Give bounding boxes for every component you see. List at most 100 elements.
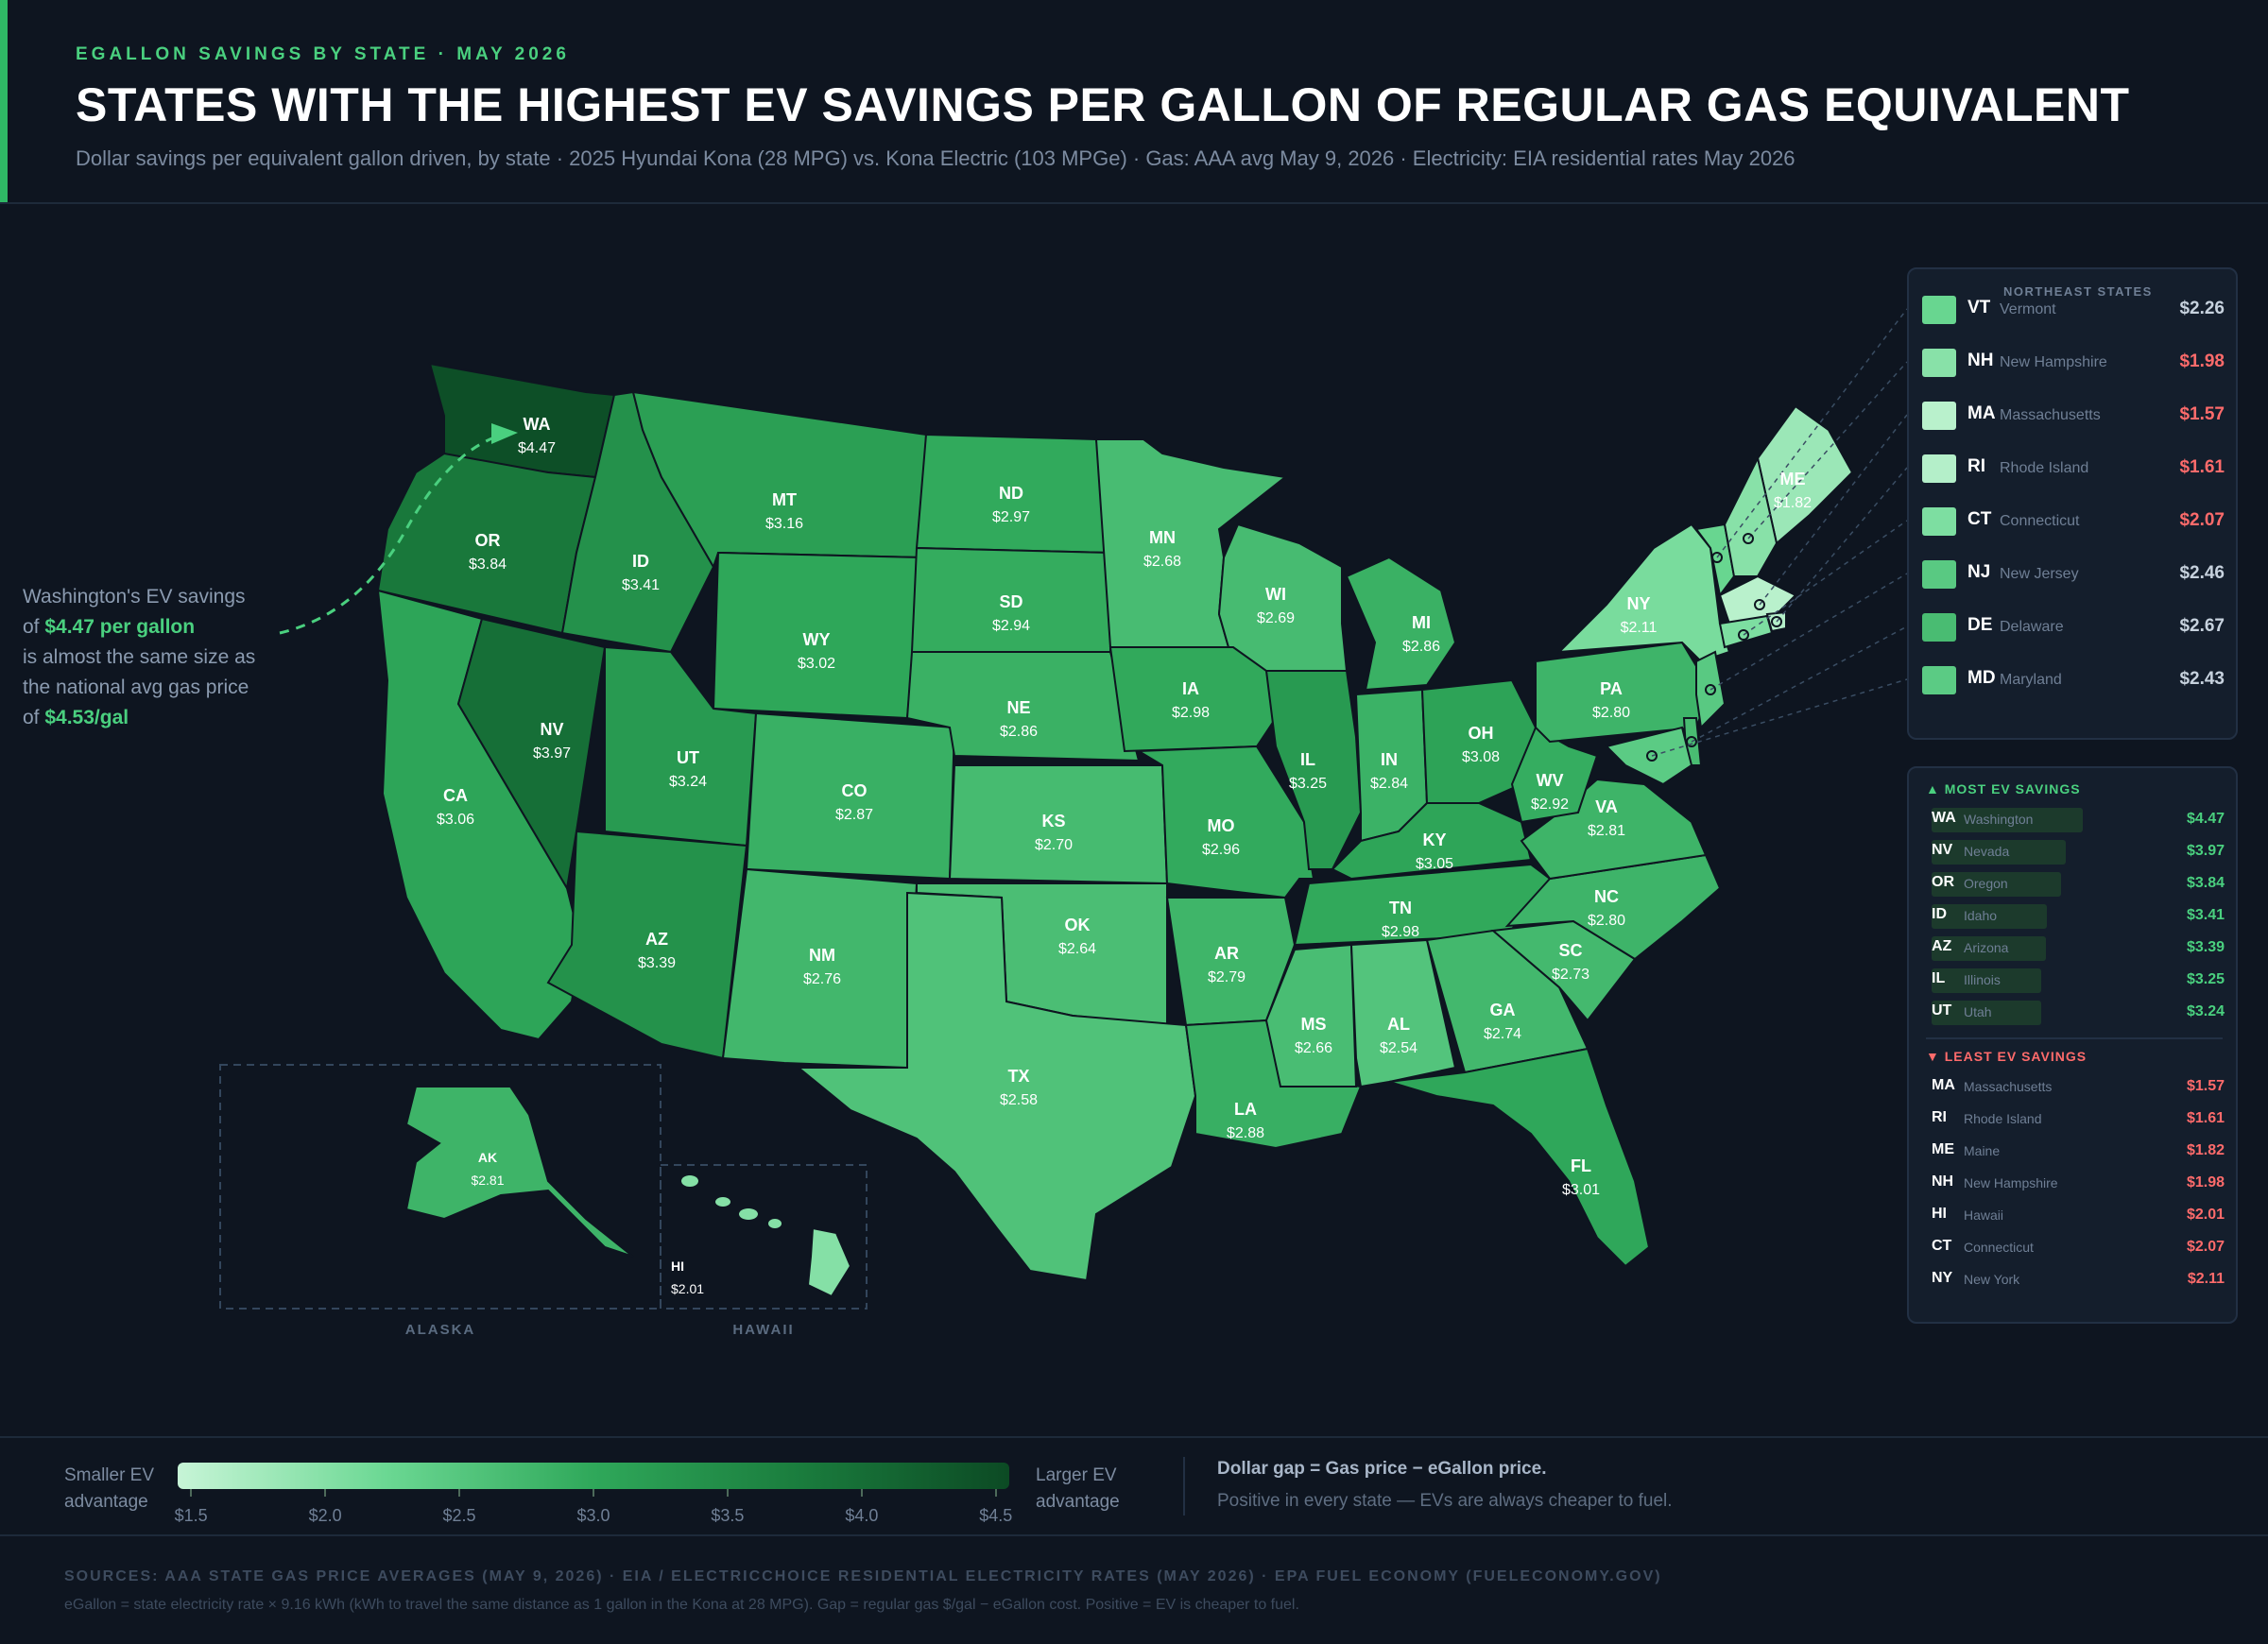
callout-line-1: Washington's EV savings [23, 586, 246, 608]
callout-line-3: the national avg gas price [23, 676, 249, 698]
state-label-pa: PA [1600, 679, 1623, 698]
state-value-mi: $2.86 [1402, 639, 1440, 655]
state-value-pa: $2.80 [1592, 705, 1630, 721]
state-name: Delaware [2000, 619, 2064, 635]
state-vt [1694, 522, 1736, 598]
state-label-co: CO [842, 781, 868, 800]
state-value-fl: $3.01 [1562, 1182, 1600, 1198]
state-value-ky: $3.05 [1416, 856, 1453, 872]
state-label-wa: WA [524, 415, 551, 434]
state-abbr: MD [1967, 668, 1996, 688]
state-value-mo: $2.96 [1202, 842, 1240, 858]
page-title: STATES WITH THE HIGHEST EV SAVINGS PER G… [76, 78, 2130, 131]
state-name: Idaho [1964, 908, 1998, 923]
state-label-oh: OH [1469, 724, 1494, 743]
northeast-row-nh: NH New Hampshire $1.98 [1922, 345, 2225, 379]
state-value: $1.61 [2186, 1110, 2225, 1126]
northeast-row-ma: MA Massachusetts $1.57 [1922, 398, 2225, 432]
state-name: New Hampshire [2000, 354, 2107, 370]
color-scale-bar [178, 1463, 1009, 1489]
state-mo [1135, 745, 1315, 899]
state-label-sc: SC [1558, 941, 1582, 960]
footnote: eGallon = state electricity rate × 9.16 … [64, 1597, 1299, 1613]
state-label-az: AZ [645, 930, 668, 949]
leader-dot [1705, 684, 1716, 695]
state-name: Connecticut [1964, 1240, 2034, 1255]
legend-tick-label: $2.5 [442, 1506, 476, 1525]
kicker: EGALLON SAVINGS BY STATE · MAY 2026 [76, 44, 570, 64]
state-value-al: $2.54 [1380, 1040, 1418, 1056]
state-label-in: IN [1381, 750, 1398, 769]
state-value-ut: $3.24 [669, 774, 707, 790]
state-ga [1425, 929, 1589, 1074]
state-label-va: VA [1595, 797, 1618, 816]
state-abbr: HI [1932, 1206, 1947, 1222]
state-value: $2.07 [2186, 1239, 2225, 1255]
state-abbr: ID [1932, 906, 1947, 922]
legend-tick-mark [458, 1489, 461, 1497]
least-row-ny: NY New York $2.11 [1932, 1266, 2225, 1294]
accent-bar [0, 0, 8, 202]
leader-dot [1771, 616, 1782, 627]
sources-line: SOURCES: AAA STATE GAS PRICE AVERAGES (M… [64, 1568, 1662, 1584]
state-abbr: NJ [1967, 562, 1991, 582]
state-value-ga: $2.74 [1484, 1026, 1521, 1042]
legend-tick-mark [860, 1489, 863, 1497]
least-row-hi: HI Hawaii $2.01 [1932, 1202, 2225, 1230]
state-value-wv: $2.92 [1531, 796, 1569, 813]
northeast-panel: NORTHEAST STATES VT Vermont $2.26 NH New Ham… [1907, 267, 2238, 740]
state-ak [404, 1086, 634, 1258]
state-name: Arizona [1964, 940, 2009, 955]
state-value-ne: $2.86 [1000, 724, 1038, 740]
color-swatch [1922, 666, 1956, 694]
state-abbr: UT [1932, 1002, 1952, 1019]
state-value-id: $3.41 [622, 577, 660, 593]
state-label-mn: MN [1149, 528, 1176, 547]
leader-dot [1711, 552, 1723, 563]
state-label-ms: MS [1301, 1015, 1327, 1034]
legend-tick-mark [726, 1489, 729, 1497]
legend-tick-mark [593, 1489, 594, 1497]
state-value-sc: $2.73 [1552, 967, 1589, 983]
legend-tick-label: $3.5 [711, 1506, 745, 1525]
state-value-ia: $2.98 [1172, 705, 1210, 721]
state-value-oh: $3.08 [1462, 749, 1500, 765]
state-value-mn: $2.68 [1143, 554, 1181, 570]
northeast-row-de: DE Delaware $2.67 [1922, 609, 2225, 643]
state-label-la: LA [1234, 1100, 1257, 1119]
state-name: New Jersey [2000, 566, 2079, 582]
state-label-ak: AK [478, 1150, 497, 1165]
state-abbr: MA [1932, 1077, 1955, 1093]
state-az [546, 830, 748, 1060]
hawaii-island-2 [715, 1197, 730, 1207]
color-swatch [1922, 613, 1956, 642]
callout-line-2: is almost the same size as [23, 646, 256, 668]
state-value: $1.57 [2186, 1078, 2225, 1094]
state-name: Illinois [1964, 972, 2001, 987]
state-name: New Hampshire [1964, 1175, 2058, 1190]
northeast-row-nj: NJ New Jersey $2.46 [1922, 557, 2225, 591]
state-label-id: ID [632, 552, 649, 571]
state-value-nc: $2.80 [1588, 913, 1625, 929]
state-label-nc: NC [1594, 887, 1619, 906]
most-row-or: OR Oregon $3.84 [1932, 870, 2225, 899]
state-label-mi: MI [1412, 613, 1431, 632]
northeast-row-ri: RI Rhode Island $1.61 [1922, 451, 2225, 485]
least-row-ri: RI Rhode Island $1.61 [1932, 1105, 2225, 1134]
legend-right-label: Larger EV advantage [1036, 1463, 1120, 1516]
savings-bar [1932, 904, 2047, 929]
state-abbr: OR [1932, 874, 1954, 890]
leader-line [1710, 573, 1908, 691]
state-value: $2.11 [2187, 1271, 2225, 1287]
state-name: Nevada [1964, 844, 2010, 859]
state-abbr: ME [1932, 1141, 1954, 1157]
state-value-or: $3.84 [469, 557, 507, 573]
color-swatch [1922, 507, 1956, 536]
state-mi [1345, 556, 1457, 692]
state-value-nv: $3.97 [533, 745, 571, 762]
state-abbr: AZ [1932, 938, 1952, 954]
color-swatch [1922, 454, 1956, 483]
state-name: Rhode Island [2000, 460, 2089, 476]
state-label-ne: NE [1006, 698, 1030, 717]
state-abbr: CT [1932, 1238, 1952, 1254]
